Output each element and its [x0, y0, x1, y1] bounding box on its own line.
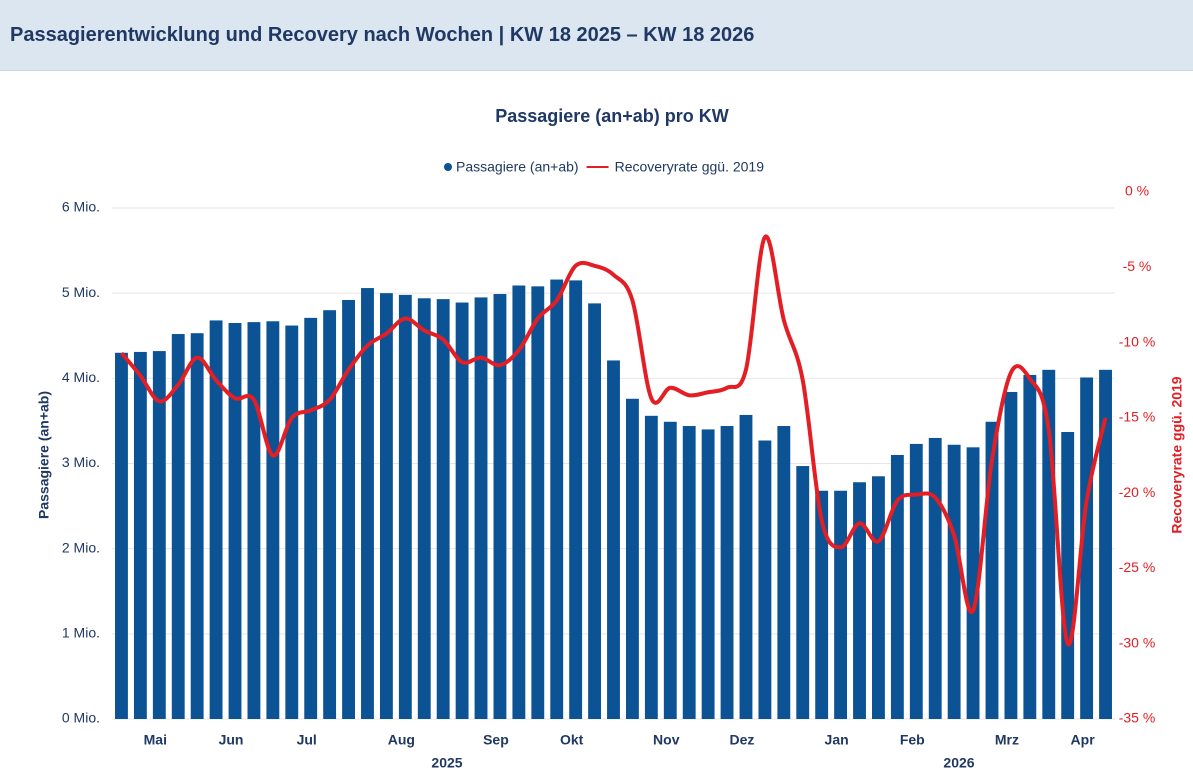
bar — [171, 334, 185, 719]
bar — [796, 466, 810, 719]
line — [119, 234, 1108, 647]
y2-tick-label: -20 % — [1119, 484, 1156, 500]
y-tick-label: 4 Mio. — [62, 369, 100, 385]
bar — [966, 447, 980, 719]
bar — [777, 426, 791, 719]
bar — [285, 325, 299, 719]
bar — [247, 322, 261, 719]
bar — [588, 303, 602, 719]
bar — [663, 421, 677, 719]
y-tick-label: 5 Mio. — [62, 284, 100, 300]
legend-marker — [444, 163, 452, 171]
bar — [361, 288, 374, 719]
bar — [531, 286, 545, 719]
bar — [1061, 431, 1075, 719]
bar — [417, 298, 431, 719]
bar — [474, 297, 488, 719]
year-label: 2025 — [431, 755, 462, 771]
bar — [1080, 377, 1094, 719]
bar — [1004, 391, 1018, 719]
bar — [266, 321, 280, 719]
year-label: 2026 — [943, 755, 974, 771]
bar — [644, 415, 658, 719]
y2-tick-label: -5 % — [1123, 258, 1152, 274]
y-tick-label: 3 Mio. — [62, 454, 100, 470]
bar — [928, 437, 942, 719]
bar — [436, 299, 450, 719]
bar — [550, 279, 564, 719]
chart-title: Passagiere (an+ab) pro KW — [495, 106, 729, 126]
y-axis-label: Passagiere (an+ab) — [36, 391, 52, 519]
x-tick-label: Jan — [825, 732, 849, 748]
bar — [209, 320, 223, 719]
bar — [398, 294, 412, 719]
y-tick-label: 0 Mio. — [62, 710, 100, 726]
bar — [512, 285, 526, 719]
bar — [701, 429, 715, 719]
y2-tick-label: 0 % — [1125, 183, 1149, 199]
x-tick-label: Sep — [483, 732, 509, 748]
bar — [607, 360, 620, 719]
y2-tick-label: -15 % — [1119, 409, 1156, 425]
bar — [493, 294, 507, 719]
bar — [872, 476, 885, 719]
bar — [228, 322, 242, 719]
y2-tick-label: -30 % — [1119, 634, 1156, 650]
x-tick-label: Aug — [388, 732, 415, 748]
page-title: Passagierentwicklung und Recovery nach W… — [10, 24, 755, 46]
x-tick-label: Jul — [297, 732, 317, 748]
bar — [379, 293, 393, 719]
x-tick-label: Dez — [730, 732, 755, 748]
x-tick-label: Mrz — [995, 732, 1019, 748]
bar — [133, 351, 147, 719]
y-tick-label: 2 Mio. — [62, 539, 100, 555]
bar — [115, 352, 128, 719]
bar — [625, 398, 639, 719]
y2-tick-label: -10 % — [1119, 333, 1156, 349]
bar — [834, 490, 848, 719]
legend-label: Passagiere (an+ab) — [456, 159, 579, 175]
bar — [152, 351, 166, 719]
bar — [1099, 369, 1112, 719]
header: Passagierentwicklung und Recovery nach W… — [0, 0, 1193, 71]
legend-label: Recoveryrate ggü. 2019 — [615, 159, 765, 175]
y-tick-label: 6 Mio. — [62, 199, 100, 215]
y-tick-label: 1 Mio. — [62, 625, 100, 641]
y2-tick-label: -35 % — [1119, 710, 1156, 726]
bar — [342, 299, 355, 719]
x-tick-label: Feb — [900, 732, 925, 748]
bar — [190, 333, 204, 719]
x-tick-label: Mai — [144, 732, 167, 748]
bar — [739, 414, 753, 719]
x-tick-label: Okt — [560, 732, 584, 748]
x-tick-label: Apr — [1071, 732, 1096, 748]
x-tick-label: Nov — [653, 732, 680, 748]
y2-tick-label: -25 % — [1119, 559, 1156, 575]
bar — [815, 490, 829, 719]
bar — [682, 426, 696, 719]
bar — [853, 482, 866, 719]
bar — [323, 310, 337, 719]
bar — [720, 426, 734, 719]
bar — [1023, 374, 1037, 719]
bar — [947, 444, 961, 719]
y2-axis-label: Recoveryrate ggü. 2019 — [1169, 376, 1185, 533]
bar — [758, 440, 772, 719]
bar — [455, 302, 469, 719]
bar — [909, 443, 923, 719]
bar — [890, 454, 904, 719]
bar — [304, 317, 318, 719]
x-tick-label: Jun — [219, 732, 244, 748]
bar — [569, 280, 583, 719]
